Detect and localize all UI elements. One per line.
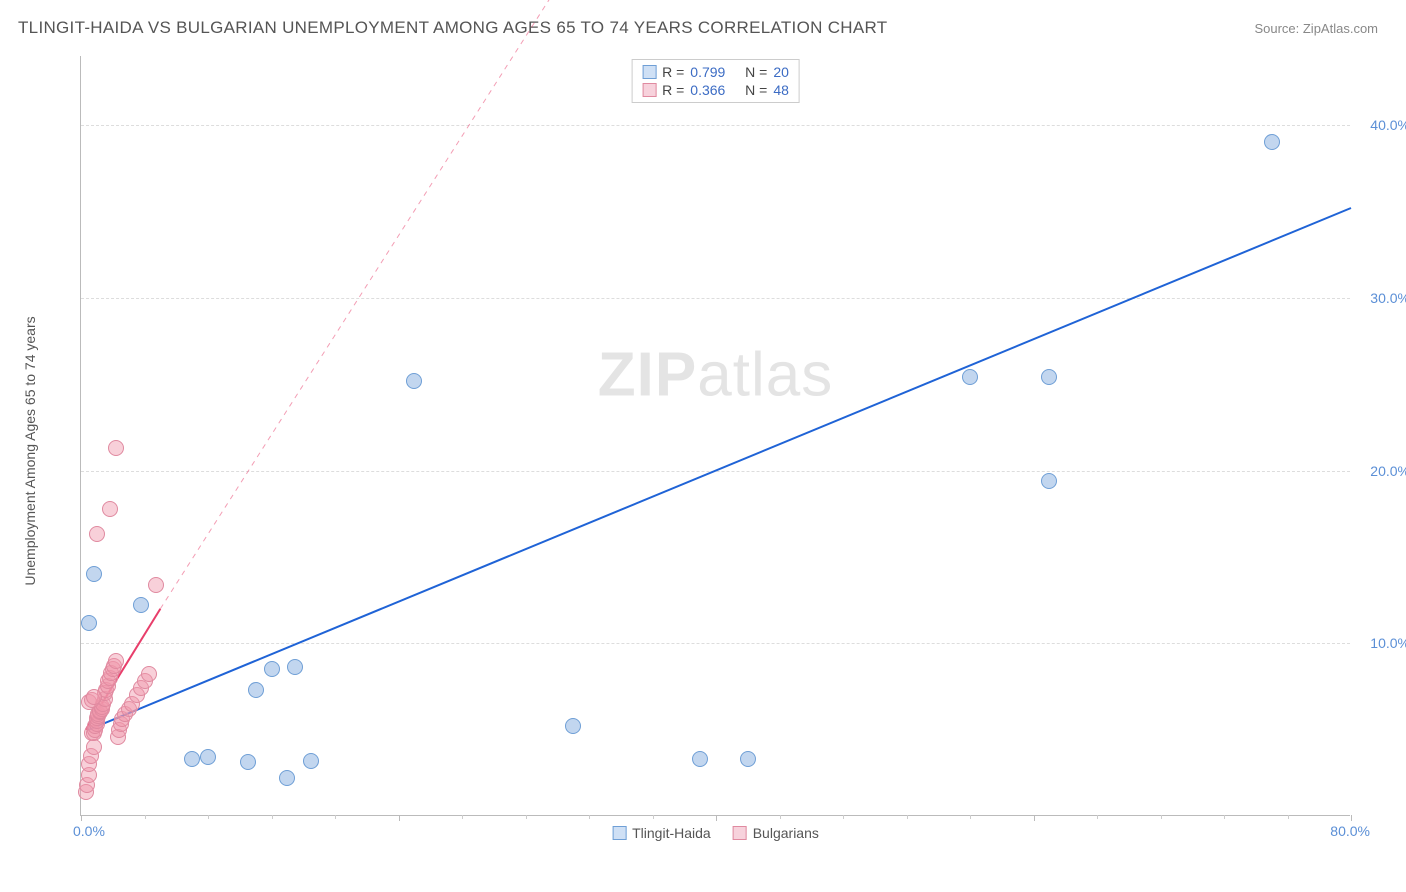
y-axis-label: Unemployment Among Ages 65 to 74 years xyxy=(22,316,38,585)
data-point xyxy=(287,659,303,675)
data-point xyxy=(1041,473,1057,489)
legend-stats: R = 0.799 N = 20 R = 0.366 N = 48 xyxy=(631,59,800,103)
data-point xyxy=(406,373,422,389)
r-value: 0.366 xyxy=(690,82,725,98)
data-point xyxy=(264,661,280,677)
n-value: 20 xyxy=(773,64,789,80)
x-tick-start: 0.0% xyxy=(73,823,105,839)
data-point xyxy=(81,615,97,631)
y-tick-label: 30.0% xyxy=(1370,290,1406,306)
chart-area: Unemployment Among Ages 65 to 74 years Z… xyxy=(50,56,1380,846)
x-minor-tick xyxy=(589,815,590,819)
series-name: Tlingit-Haida xyxy=(632,825,711,841)
x-major-tick xyxy=(716,815,717,821)
data-point xyxy=(108,440,124,456)
x-major-tick xyxy=(399,815,400,821)
data-point xyxy=(279,770,295,786)
data-point xyxy=(962,369,978,385)
data-point xyxy=(86,689,102,705)
x-major-tick xyxy=(1351,815,1352,821)
swatch-icon xyxy=(642,65,656,79)
data-point xyxy=(565,718,581,734)
data-point xyxy=(89,526,105,542)
r-label: R = xyxy=(662,64,684,80)
legend-row: R = 0.366 N = 48 xyxy=(642,81,789,99)
x-major-tick xyxy=(1034,815,1035,821)
y-tick-label: 10.0% xyxy=(1370,635,1406,651)
series-name: Bulgarians xyxy=(753,825,819,841)
legend-item: Bulgarians xyxy=(733,825,819,841)
x-minor-tick xyxy=(1288,815,1289,819)
legend-row: R = 0.799 N = 20 xyxy=(642,63,789,81)
source-label: Source: ZipAtlas.com xyxy=(1254,21,1378,36)
legend-series: Tlingit-Haida Bulgarians xyxy=(612,825,819,841)
data-point xyxy=(184,751,200,767)
swatch-icon xyxy=(612,826,626,840)
x-major-tick xyxy=(81,815,82,821)
r-value: 0.799 xyxy=(690,64,725,80)
x-minor-tick xyxy=(335,815,336,819)
x-minor-tick xyxy=(1097,815,1098,819)
x-minor-tick xyxy=(970,815,971,819)
data-point xyxy=(200,749,216,765)
swatch-icon xyxy=(733,826,747,840)
scatter-plot: ZIPatlas R = 0.799 N = 20 R = 0.366 N = … xyxy=(80,56,1350,816)
data-point xyxy=(86,566,102,582)
data-point xyxy=(108,653,124,669)
legend-item: Tlingit-Haida xyxy=(612,825,711,841)
n-label: N = xyxy=(745,82,767,98)
x-minor-tick xyxy=(1224,815,1225,819)
x-minor-tick xyxy=(272,815,273,819)
data-point xyxy=(102,501,118,517)
data-point xyxy=(303,753,319,769)
data-point xyxy=(240,754,256,770)
n-value: 48 xyxy=(773,82,789,98)
data-point xyxy=(141,666,157,682)
x-minor-tick xyxy=(208,815,209,819)
x-minor-tick xyxy=(843,815,844,819)
data-point xyxy=(1041,369,1057,385)
x-minor-tick xyxy=(653,815,654,819)
x-minor-tick xyxy=(907,815,908,819)
x-minor-tick xyxy=(145,815,146,819)
data-point xyxy=(133,597,149,613)
y-tick-label: 20.0% xyxy=(1370,463,1406,479)
n-label: N = xyxy=(745,64,767,80)
header: TLINGIT-HAIDA VS BULGARIAN UNEMPLOYMENT … xyxy=(0,0,1406,48)
data-point xyxy=(1264,134,1280,150)
x-tick-end: 80.0% xyxy=(1330,823,1370,839)
x-minor-tick xyxy=(526,815,527,819)
data-point xyxy=(86,739,102,755)
y-tick-label: 40.0% xyxy=(1370,117,1406,133)
r-label: R = xyxy=(662,82,684,98)
data-point xyxy=(740,751,756,767)
x-minor-tick xyxy=(462,815,463,819)
data-point xyxy=(248,682,264,698)
chart-title: TLINGIT-HAIDA VS BULGARIAN UNEMPLOYMENT … xyxy=(18,18,887,38)
x-minor-tick xyxy=(780,815,781,819)
data-point xyxy=(692,751,708,767)
data-point xyxy=(148,577,164,593)
trend-lines xyxy=(81,56,1350,815)
swatch-icon xyxy=(642,83,656,97)
x-minor-tick xyxy=(1161,815,1162,819)
